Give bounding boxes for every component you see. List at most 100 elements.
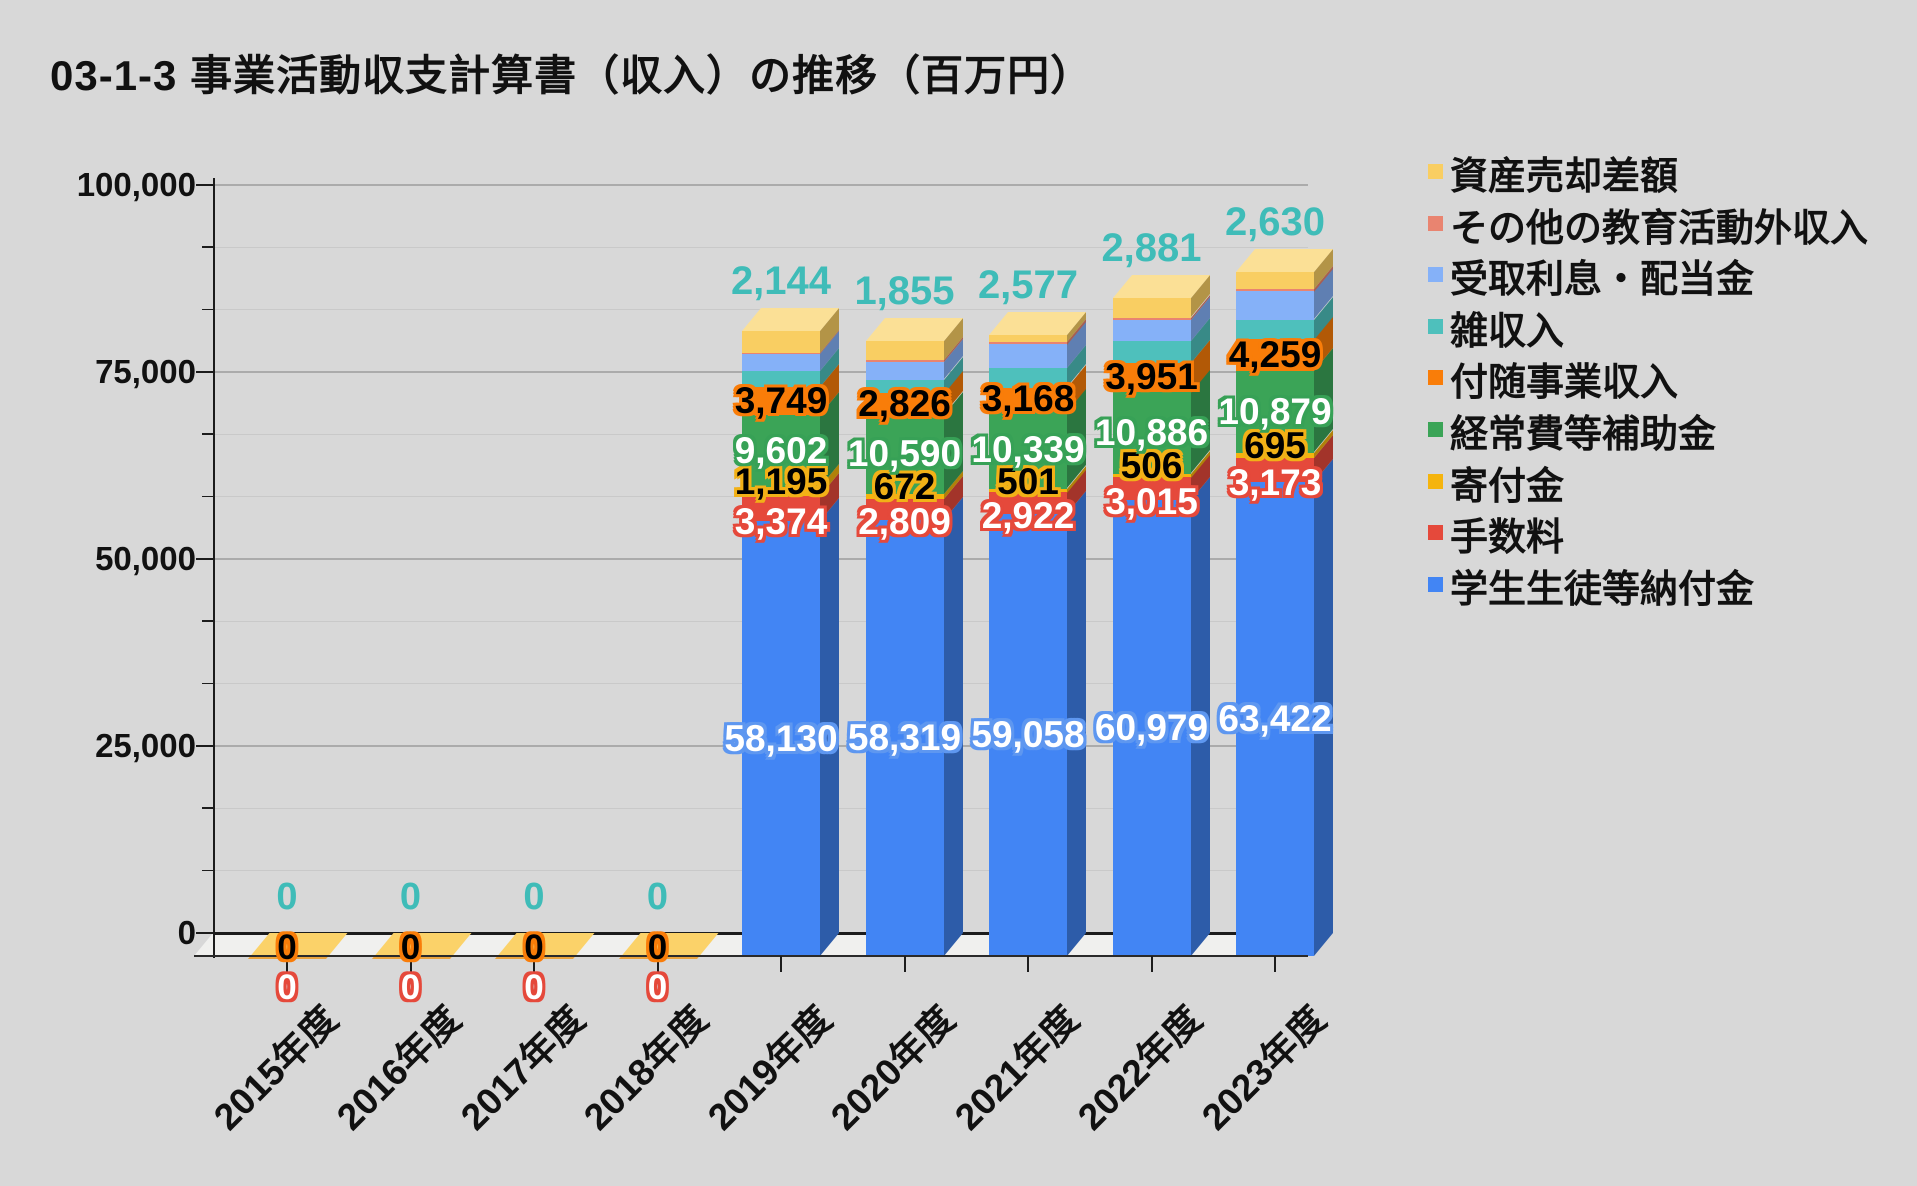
bar-top-label-misc-2023年度: 2,630 <box>1224 199 1326 244</box>
bar-segment-ancillary-2023年度 <box>1236 339 1314 372</box>
x-axis-tick-2020年度 <box>903 956 906 972</box>
x-axis-label-2018年度: 2018年度 <box>576 998 716 1138</box>
legend-label-interest: 受取利息・配当金 <box>1450 259 1755 302</box>
bar-value-label-subsidies-2021年度: 10,339 <box>971 428 1085 470</box>
bar-segment-asset-sale-2021年度 <box>989 335 1067 342</box>
bar-segment-donations-2019年度 <box>742 487 820 496</box>
bar-value-label-ancillary-2021年度: 3,168 <box>981 378 1075 420</box>
x-axis-label-2020年度: 2020年度 <box>823 998 963 1138</box>
zero-label-ancillary-2018年度: 0 <box>647 928 668 967</box>
bar-segment-misc-2021年度 <box>989 368 1067 388</box>
bar-value-label-fees-2022年度: 3,015 <box>1105 480 1198 522</box>
bar-value-label-subsidies-2022年度: 10,886 <box>1094 411 1209 453</box>
bar-value-label-subsidies-2019年度: 9,602 <box>734 430 828 472</box>
gridline-minor <box>213 246 1308 248</box>
chart-title: 03-1-3 事業活動収支計算書（収入）の推移（百万円） <box>50 52 1094 99</box>
bar-segment-ancillary-2020年度 <box>865 393 944 415</box>
y-axis-tick-major <box>196 558 213 560</box>
bar-top-label-misc-2020年度: 1,855 <box>854 268 955 313</box>
bar-segment-other-edu-2021年度 <box>989 341 1067 345</box>
x-axis-label-2016年度: 2016年度 <box>329 998 469 1138</box>
legend-swatch-donations-icon <box>1428 473 1443 489</box>
bar-segment-interest-2022年度 <box>1112 320 1191 341</box>
bar-top-label-misc-2022年度: 2,881 <box>1101 226 1202 271</box>
y-axis-tick-minor <box>202 807 213 809</box>
x-axis-label-2022年度: 2022年度 <box>1070 998 1210 1138</box>
bar-segment-misc-2020年度 <box>865 379 944 394</box>
x-axis-label-2023年度: 2023年度 <box>1193 998 1334 1138</box>
zero-label-ancillary-2016年度: 0 <box>400 928 421 967</box>
bar-value-label-tuition-2020年度: 58,319 <box>847 716 962 758</box>
y-axis-label: 75,000 <box>95 353 196 390</box>
bar-segment-asset-sale-2022年度 <box>1112 298 1191 318</box>
y-axis-label: 50,000 <box>95 540 196 577</box>
zero-label-fees-2015年度: 0 <box>277 968 297 1007</box>
legend-label-subsidies: 経常費等補助金 <box>1450 414 1717 456</box>
bar-segment-subsidies-2019年度 <box>742 415 820 487</box>
bar-value-label-tuition-2023年度: 63,422 <box>1218 697 1332 739</box>
bar-segment-fees-2023年度 <box>1236 457 1314 482</box>
zero-label-misc-2017年度: 0 <box>523 876 545 918</box>
legend-swatch-other-edu-icon <box>1428 215 1443 231</box>
x-axis-tick-2021年度 <box>1027 956 1029 972</box>
y-axis-tick-minor <box>202 433 213 435</box>
bar-segment-donations-2021年度 <box>989 488 1067 493</box>
bar-value-label-ancillary-2023年度: 4,259 <box>1228 334 1322 376</box>
zero-label-misc-2016年度: 0 <box>399 876 422 918</box>
bar-value-label-donations-2019年度: 1,195 <box>734 461 828 503</box>
bar-segment-tuition-2022年度 <box>1112 499 1191 956</box>
bar-value-label-fees-2021年度: 2,922 <box>981 495 1075 537</box>
y-axis-tick-major <box>196 932 213 934</box>
x-axis-tick-2017年度 <box>533 956 535 972</box>
bar-segment-fees-2019年度 <box>742 495 820 522</box>
bar-segment-tuition-2020年度 <box>865 519 944 956</box>
bar-value-label-tuition-2022年度: 60,979 <box>1094 706 1209 748</box>
x-axis-label-2015年度: 2015年度 <box>205 998 346 1138</box>
bar-value-label-donations-2023年度: 695 <box>1244 425 1306 467</box>
y-axis-tick-minor <box>202 620 213 622</box>
bar-segment-subsidies-2022年度 <box>1112 392 1191 474</box>
legend-swatch-fees-icon <box>1428 525 1443 541</box>
bar-segment-donations-2020年度 <box>865 493 944 499</box>
zero-label-fees-2016年度: 0 <box>400 968 421 1007</box>
y-axis-tick-minor <box>202 495 213 498</box>
bar-segment-other-edu-2019年度 <box>742 352 820 354</box>
y-axis-label: 25,000 <box>95 727 196 764</box>
legend-swatch-misc-icon <box>1428 318 1443 334</box>
legend-label-misc: 雑収入 <box>1450 310 1565 353</box>
bar-segment-fees-2022年度 <box>1112 477 1191 500</box>
bar-segment-ancillary-2022年度 <box>1112 362 1191 393</box>
legend-label-ancillary: 付随事業収入 <box>1450 362 1679 405</box>
gridline-major <box>213 184 1308 186</box>
y-axis-label: 100,000 <box>76 166 196 203</box>
bar-segment-fees-2021年度 <box>989 492 1067 515</box>
y-axis-label: 0 <box>177 914 196 951</box>
x-axis-tick-2022年度 <box>1150 956 1153 972</box>
x-axis-tick-2018年度 <box>656 956 659 972</box>
legend-swatch-tuition-icon <box>1428 576 1443 592</box>
zero-label-ancillary-2017年度: 0 <box>524 928 544 967</box>
y-axis-tick-major <box>196 745 213 747</box>
bar-segment-misc-2023年度 <box>1236 319 1314 340</box>
y-axis-tick-major <box>196 184 213 186</box>
bar-segment-other-edu-2020年度 <box>865 360 944 363</box>
bar-segment-interest-2023年度 <box>1236 291 1314 320</box>
zero-label-misc-2015年度: 0 <box>276 876 298 918</box>
bar-value-label-tuition-2019年度: 58,130 <box>724 717 838 759</box>
y-axis-tick-minor <box>202 682 213 685</box>
bar-segment-other-edu-2022年度 <box>1112 317 1191 321</box>
y-axis-line <box>213 178 215 958</box>
legend-swatch-subsidies-icon <box>1428 422 1443 437</box>
bar-segment-tuition-2021年度 <box>989 514 1067 956</box>
bar-value-label-ancillary-2022年度: 3,951 <box>1105 356 1198 398</box>
bar-value-label-subsidies-2020年度: 10,590 <box>847 433 962 475</box>
x-axis-label-2021年度: 2021年度 <box>946 998 1087 1138</box>
legend-swatch-interest-icon <box>1428 267 1443 283</box>
bar-segment-asset-sale-2019年度 <box>742 331 820 353</box>
bar-segment-asset-sale-2023年度 <box>1236 271 1314 289</box>
y-axis-tick-minor <box>202 246 213 248</box>
bar-segment-subsidies-2020年度 <box>865 414 944 494</box>
bar-segment-tuition-2023年度 <box>1236 481 1314 956</box>
